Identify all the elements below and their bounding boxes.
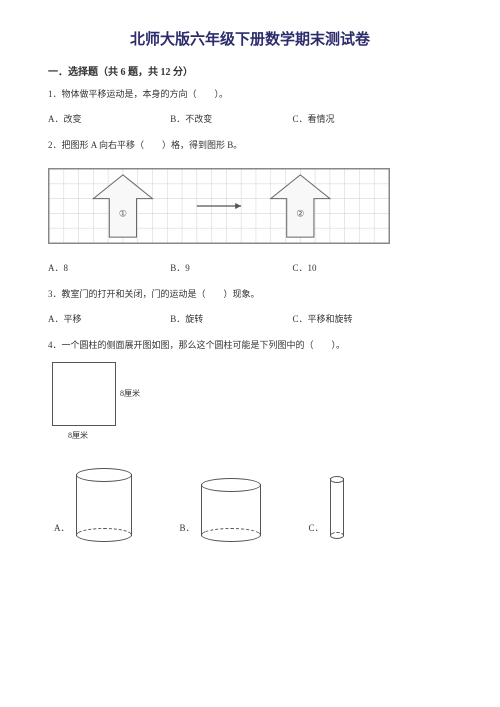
cylinder-c — [330, 478, 342, 536]
q4-opt-c: C． — [309, 478, 342, 536]
q4-opt-a-label: A． — [54, 521, 70, 534]
q4-cylinder-options: A． B． C． — [48, 474, 452, 536]
square-box — [52, 362, 116, 426]
question-3-options: A．平移 B．旋转 C．平移和旋转 — [48, 312, 452, 325]
q4-opt-b: B． — [180, 484, 259, 536]
q1-opt-b: B．不改变 — [170, 112, 290, 125]
square-label-bottom: 8厘米 — [68, 430, 88, 441]
q4-opt-a: A． — [54, 474, 130, 536]
q4-opt-b-label: B． — [180, 521, 195, 534]
question-2-options: A．8 B．9 C．10 — [48, 261, 452, 274]
q3-opt-a: A．平移 — [48, 312, 168, 325]
svg-text:②: ② — [296, 208, 304, 218]
question-3: 3．教室门的打开和关闭，门的运动是（ ）现象。 — [48, 288, 452, 302]
q4-square-figure: 8厘米 8厘米 — [52, 362, 172, 452]
page-title: 北师大版六年级下册数学期末测试卷 — [48, 28, 452, 49]
square-label-right: 8厘米 — [120, 388, 140, 399]
question-1-options: A．改变 B．不改变 C．看情况 — [48, 112, 452, 125]
cylinder-a — [76, 474, 130, 536]
q4-opt-c-label: C． — [309, 521, 324, 534]
question-1: 1．物体做平移运动是，本身的方向（ ）。 — [48, 88, 452, 102]
q2-grid-figure: ①② — [48, 168, 390, 244]
svg-text:①: ① — [119, 208, 127, 218]
q2-opt-c: C．10 — [293, 261, 393, 274]
q1-opt-c: C．看情况 — [293, 112, 393, 125]
q3-opt-b: B．旋转 — [170, 312, 290, 325]
q2-opt-a: A．8 — [48, 261, 168, 274]
q1-opt-a: A．改变 — [48, 112, 168, 125]
q2-opt-b: B．9 — [170, 261, 290, 274]
q3-opt-c: C．平移和旋转 — [293, 312, 393, 325]
question-2: 2．把图形 A 向右平移（ ）格，得到图形 B。 — [48, 139, 452, 153]
question-4: 4．一个圆柱的侧面展开图如图，那么这个圆柱可能是下列图中的（ ）。 — [48, 339, 452, 353]
cylinder-b — [201, 484, 259, 536]
section-heading: 一．选择题（共 6 题，共 12 分） — [48, 63, 452, 78]
